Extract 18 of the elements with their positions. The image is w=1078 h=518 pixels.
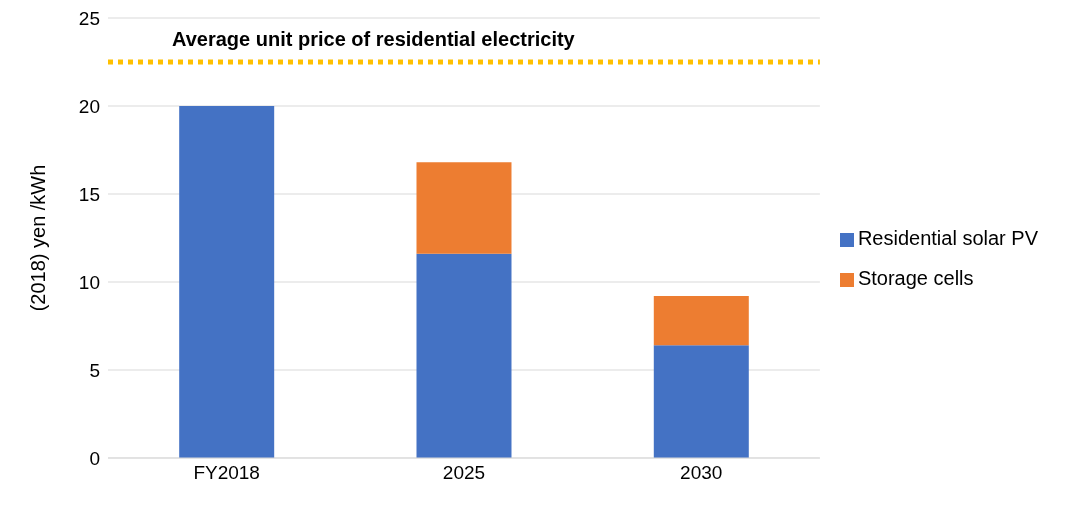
x-tick-label: 2030 bbox=[680, 462, 723, 484]
y-tick-label: 25 bbox=[78, 7, 100, 29]
y-tick-label: 5 bbox=[89, 359, 100, 381]
y-tick-label: 0 bbox=[89, 447, 100, 469]
bar bbox=[653, 345, 749, 458]
legend-label: Storage cells bbox=[857, 267, 974, 289]
bar bbox=[653, 296, 749, 346]
x-tick-label: FY2018 bbox=[193, 462, 260, 484]
x-tick-label: 2025 bbox=[442, 462, 486, 484]
bar bbox=[179, 106, 275, 458]
bar bbox=[416, 162, 512, 254]
bar bbox=[416, 253, 512, 458]
y-tick-label: 10 bbox=[78, 271, 100, 293]
ref-line-label: Average unit price of residential electricity bbox=[172, 28, 576, 50]
y-tick-label: 15 bbox=[78, 183, 100, 205]
y-axis-title: (2018) yen /kWh bbox=[27, 164, 50, 312]
y-tick-label: 20 bbox=[78, 95, 100, 117]
legend-label: Residential solar PV bbox=[857, 227, 1038, 249]
